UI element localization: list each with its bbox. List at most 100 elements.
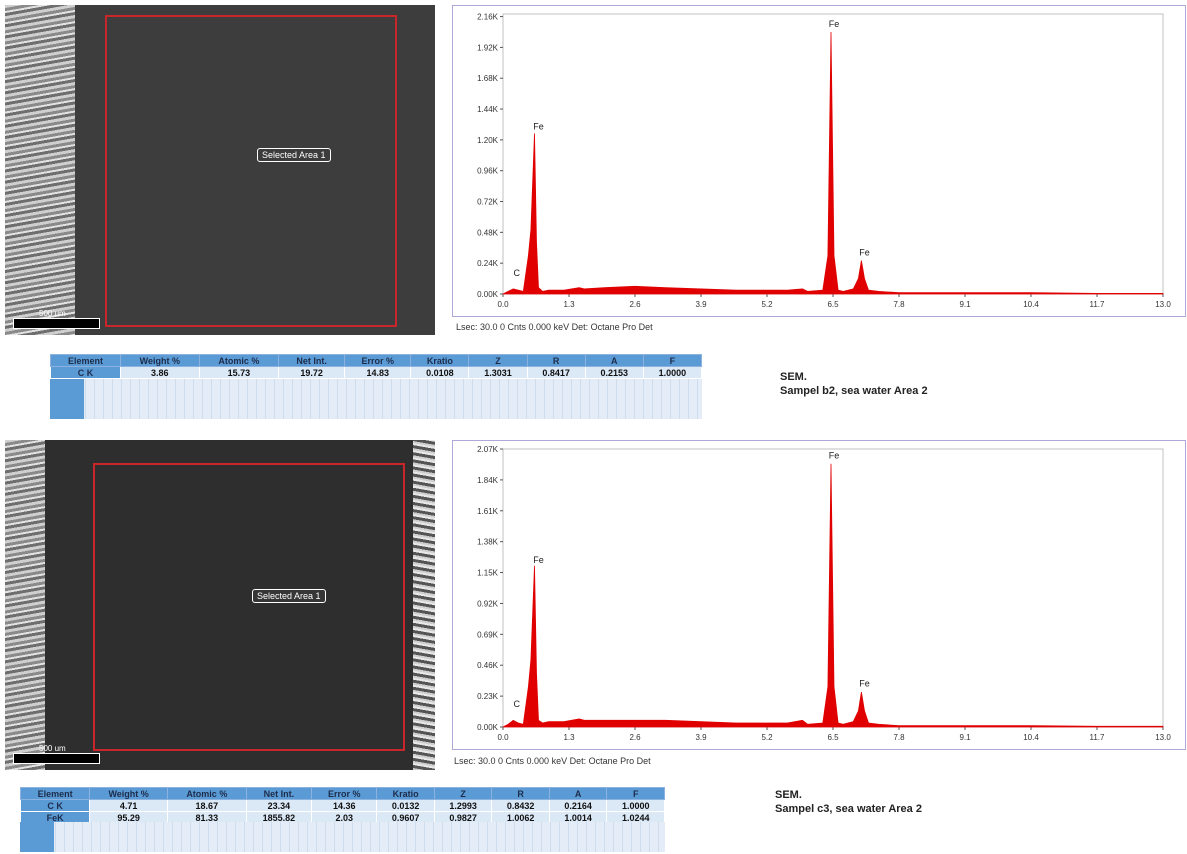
y-tick-label: 0.96K [477,167,499,176]
y-tick-label: 1.68K [477,74,499,83]
y-tick-label: 0.00K [477,723,499,732]
table-header-cell: Net Int. [245,787,313,800]
table-header-row: Element Weight % Atomic % Net Int. Error % Kr… [49,354,703,367]
scale-bar [13,318,100,329]
y-tick-label: 2.16K [477,13,499,22]
y-tick-label: 0.69K [477,630,499,639]
x-tick-label: 13.0 [1155,300,1171,309]
x-tick-label: 5.2 [761,300,773,309]
caption-line-2: Sampel c3, sea water Area 2 [775,803,922,815]
sample-edge [5,440,45,770]
table-cell: C K [49,366,122,379]
scale-label: 500 um [39,744,66,753]
spectrum-1: 0.00K 0.24K 0.48K 0.72K 0.96K 1.20K 1.44K 1.68K… [452,5,1186,317]
table-header-cell: A [548,787,608,800]
table-header-cell: Kratio [376,787,435,800]
table-header-cell: A [584,354,644,367]
table-header-cell: R [526,354,586,367]
table-cell: FeK [19,811,91,824]
figure-caption: SEM. Sampel b2, sea water Area 2 [780,370,928,398]
y-tick-label: 1.44K [477,105,499,114]
table-cell: 0.2164 [548,799,608,812]
table-empty-area [50,379,702,419]
table-cell: 1.0000 [606,799,665,812]
x-tick-label: 6.5 [827,300,839,309]
x-tick-label: 2.6 [629,733,641,742]
panel-1: Selected Area 1 500 um 0.00K 0.24K 0.48K 0.… [0,0,1187,425]
table-row: C K 4.71 18.67 23.34 14.36 0.0132 1.2993 0.8432… [19,799,665,812]
table-header-cell: Atomic % [198,354,280,367]
table-header-cell: R [491,787,550,800]
table-header-cell: Kratio [410,354,470,367]
x-tick-label: 0.0 [497,733,509,742]
table-cell: 2.03 [311,811,378,824]
table-row: FeK 95.29 81.33 1855.82 2.03 0.9607 0.9827 1.00… [19,811,665,824]
selection-label: Selected Area 1 [252,589,326,603]
y-tick-label: 1.61K [477,507,499,516]
y-tick-label: 1.84K [477,476,499,485]
table-header-cell: Element [19,787,91,800]
x-tick-label: 2.6 [629,300,641,309]
y-tick-label: 0.72K [477,198,499,207]
x-tick-label: 9.1 [959,733,971,742]
table-header-cell: F [606,787,665,800]
spectrum-info: Lsec: 30.0 0 Cnts 0.000 keV Det: Octane … [456,322,653,332]
x-tick-label: 1.3 [563,300,575,309]
x-tick-label: 11.7 [1090,733,1106,742]
spectrum-series [502,31,1164,295]
table-header-cell: Error % [311,787,378,800]
table-header-cell: Atomic % [166,787,247,800]
selection-box [93,463,405,751]
y-tick-label: 2.07K [477,445,499,454]
table-cell: 1.3031 [468,366,528,379]
spectrum-2: 0.00K 0.23K 0.46K 0.69K 0.92K 1.15K 1.38K 1.61K… [452,440,1186,750]
table-cell: 1.0000 [642,366,703,379]
x-tick-label: 7.8 [893,300,905,309]
peak-label: Fe [533,122,544,132]
peak-label: C [513,268,520,278]
scale-label: 500 um [39,309,66,318]
table-header-cell: Weight % [89,787,168,800]
x-tick-label: 6.5 [827,733,839,742]
y-tick-label: 0.24K [477,259,499,268]
table-cell: C K [19,799,91,812]
sem-image-2: Selected Area 1 500 um [5,440,435,770]
table-cell: 14.36 [311,799,378,812]
table-cell: 19.72 [278,366,346,379]
sample-edge [5,5,75,335]
table-header-row: Element Weight % Atomic % Net Int. Error % Kr… [19,787,665,800]
y-tick-label: 1.38K [477,538,499,547]
table-cell: 0.0108 [410,366,470,379]
table-cell: 0.2153 [584,366,644,379]
table-cell: 4.71 [89,799,168,812]
sem-image-1: Selected Area 1 500 um [5,5,435,335]
table-header-cell: Net Int. [278,354,346,367]
x-tick-label: 10.4 [1023,733,1039,742]
y-tick-label: 0.23K [477,692,499,701]
table-header-cell: Z [468,354,528,367]
caption-line-2: Sampel b2, sea water Area 2 [780,385,928,397]
x-tick-label: 0.0 [497,300,509,309]
y-tick-label: 0.46K [477,661,499,670]
table-header-cell: F [642,354,703,367]
peak-label: Fe [829,19,840,29]
table-empty-area [20,822,665,852]
table-cell: 1.2993 [433,799,493,812]
figure-caption: SEM. Sampel c3, sea water Area 2 [775,788,922,816]
table-cell: 0.8417 [526,366,586,379]
x-tick-label: 3.9 [695,300,707,309]
table-cell: 1.0014 [548,811,608,824]
peak-label: Fe [859,679,870,689]
spectrum-series [502,463,1164,728]
table-cell: 3.86 [120,366,200,379]
table-header-cell: Element [49,354,122,367]
x-tick-label: 10.4 [1023,300,1039,309]
spectrum-info: Lsec: 30.0 0 Cnts 0.000 keV Det: Octane … [454,756,651,766]
x-tick-label: 13.0 [1155,733,1171,742]
x-tick-label: 7.8 [893,733,905,742]
spectrum-chart: 0.00K 0.23K 0.46K 0.69K 0.92K 1.15K 1.38K 1.61K… [477,445,1171,742]
caption-line-1: SEM. [780,371,807,383]
panel-2: Selected Area 1 500 um 0.00K 0.23K 0.46K 0.… [0,435,1187,854]
table-row: C K 3.86 15.73 19.72 14.83 0.0108 1.3031 0.8417… [49,366,703,379]
x-tick-label: 9.1 [959,300,971,309]
